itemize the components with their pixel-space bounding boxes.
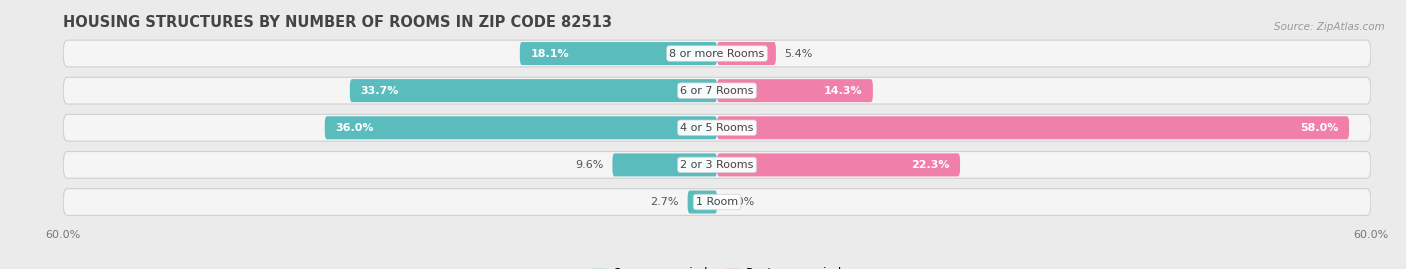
- FancyBboxPatch shape: [350, 79, 717, 102]
- Text: 0.0%: 0.0%: [725, 197, 754, 207]
- FancyBboxPatch shape: [717, 153, 960, 176]
- Text: 9.6%: 9.6%: [575, 160, 603, 170]
- Text: 2 or 3 Rooms: 2 or 3 Rooms: [681, 160, 754, 170]
- FancyBboxPatch shape: [63, 114, 1371, 141]
- FancyBboxPatch shape: [613, 153, 717, 176]
- FancyBboxPatch shape: [63, 77, 1371, 104]
- Text: 4 or 5 Rooms: 4 or 5 Rooms: [681, 123, 754, 133]
- FancyBboxPatch shape: [717, 79, 873, 102]
- FancyBboxPatch shape: [520, 42, 717, 65]
- Text: 6 or 7 Rooms: 6 or 7 Rooms: [681, 86, 754, 96]
- Text: 2.7%: 2.7%: [651, 197, 679, 207]
- FancyBboxPatch shape: [688, 190, 717, 214]
- Text: Source: ZipAtlas.com: Source: ZipAtlas.com: [1274, 22, 1385, 31]
- Text: 22.3%: 22.3%: [911, 160, 949, 170]
- Text: HOUSING STRUCTURES BY NUMBER OF ROOMS IN ZIP CODE 82513: HOUSING STRUCTURES BY NUMBER OF ROOMS IN…: [63, 15, 612, 30]
- FancyBboxPatch shape: [63, 189, 1371, 215]
- FancyBboxPatch shape: [63, 151, 1371, 178]
- Text: 33.7%: 33.7%: [361, 86, 399, 96]
- Text: 1 Room: 1 Room: [696, 197, 738, 207]
- Text: 18.1%: 18.1%: [530, 48, 569, 59]
- Text: 5.4%: 5.4%: [785, 48, 813, 59]
- Text: 58.0%: 58.0%: [1299, 123, 1339, 133]
- FancyBboxPatch shape: [717, 42, 776, 65]
- Text: 36.0%: 36.0%: [336, 123, 374, 133]
- Text: 14.3%: 14.3%: [824, 86, 862, 96]
- Text: 8 or more Rooms: 8 or more Rooms: [669, 48, 765, 59]
- FancyBboxPatch shape: [717, 116, 1348, 139]
- FancyBboxPatch shape: [63, 40, 1371, 67]
- Legend: Owner-occupied, Renter-occupied: Owner-occupied, Renter-occupied: [588, 263, 846, 269]
- FancyBboxPatch shape: [325, 116, 717, 139]
